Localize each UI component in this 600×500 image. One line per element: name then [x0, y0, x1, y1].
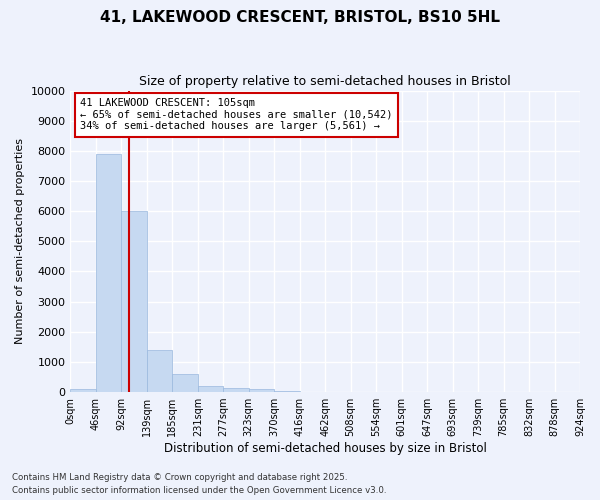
- Title: Size of property relative to semi-detached houses in Bristol: Size of property relative to semi-detach…: [139, 75, 511, 88]
- Bar: [121, 211, 147, 392]
- Bar: [223, 388, 249, 392]
- Text: Contains HM Land Registry data © Crown copyright and database right 2025.
Contai: Contains HM Land Registry data © Crown c…: [12, 474, 386, 495]
- X-axis label: Distribution of semi-detached houses by size in Bristol: Distribution of semi-detached houses by …: [164, 442, 487, 455]
- Bar: [249, 389, 274, 392]
- Text: 41 LAKEWOOD CRESCENT: 105sqm
← 65% of semi-detached houses are smaller (10,542)
: 41 LAKEWOOD CRESCENT: 105sqm ← 65% of se…: [80, 98, 392, 132]
- Bar: [172, 374, 198, 392]
- Bar: [96, 154, 121, 392]
- Bar: [70, 389, 96, 392]
- Bar: [198, 386, 223, 392]
- Y-axis label: Number of semi-detached properties: Number of semi-detached properties: [15, 138, 25, 344]
- Text: 41, LAKEWOOD CRESCENT, BRISTOL, BS10 5HL: 41, LAKEWOOD CRESCENT, BRISTOL, BS10 5HL: [100, 10, 500, 25]
- Bar: [147, 350, 172, 392]
- Bar: [274, 391, 300, 392]
